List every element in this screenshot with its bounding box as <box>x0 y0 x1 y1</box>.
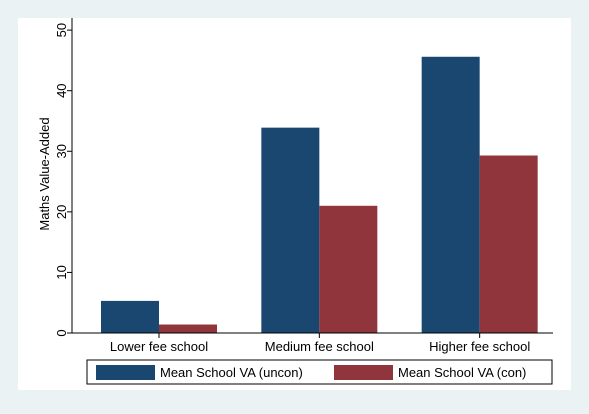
y-tick-label: 30 <box>54 144 69 158</box>
x-tick-label: Higher fee school <box>429 339 530 354</box>
bar-uncon <box>421 56 480 334</box>
y-tick-label: 10 <box>54 265 69 279</box>
legend: Mean School VA (uncon) Mean School VA (co… <box>86 359 553 385</box>
y-axis-label: Maths Value-Added <box>37 117 52 230</box>
legend-label: Mean School VA (con) <box>398 365 526 380</box>
x-tick-label: Lower fee school <box>110 339 208 354</box>
y-tick-label: 20 <box>54 205 69 219</box>
bar-con <box>319 205 378 333</box>
x-tick-label: Medium fee school <box>265 339 374 354</box>
bar-uncon <box>101 300 159 333</box>
legend-box <box>86 359 553 385</box>
bar-con <box>159 324 217 333</box>
y-tick-label: 0 <box>54 329 69 336</box>
y-axis: 0 10 20 30 40 50 <box>54 18 73 337</box>
bars <box>101 56 538 334</box>
legend-key-con <box>334 365 393 380</box>
bar-uncon <box>261 127 320 334</box>
x-axis: Lower fee school Medium fee school Higher … <box>72 332 553 354</box>
bar-con <box>479 155 538 333</box>
legend-label: Mean School VA (uncon) <box>160 365 303 380</box>
y-tick-label: 40 <box>54 83 69 97</box>
legend-key-uncon <box>96 365 155 380</box>
y-tick-label: 50 <box>54 23 69 37</box>
